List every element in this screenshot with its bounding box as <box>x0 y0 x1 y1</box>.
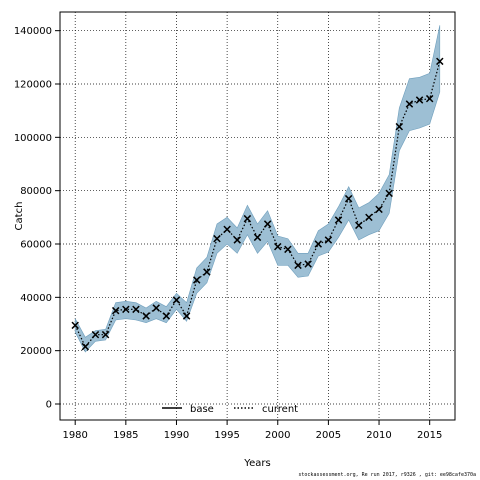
data-point <box>284 245 292 254</box>
data-point <box>365 213 373 222</box>
x-tick-label: 1980 <box>62 430 87 441</box>
x-tick-label: 2000 <box>265 430 290 441</box>
data-point <box>425 94 434 103</box>
x-tick-label: 2005 <box>316 430 341 441</box>
data-point <box>304 260 312 268</box>
data-point <box>81 342 90 351</box>
data-point <box>436 57 444 66</box>
y-tick-label: 20000 <box>20 346 52 357</box>
confidence-band <box>74 25 441 353</box>
data-points <box>71 57 444 351</box>
x-axis-title: Years <box>243 458 270 469</box>
data-point <box>344 194 353 203</box>
data-point <box>162 312 171 320</box>
data-point <box>415 96 424 104</box>
data-point <box>172 296 181 304</box>
data-point <box>385 189 393 198</box>
legend-label-base: base <box>190 404 214 415</box>
data-point <box>213 234 221 243</box>
footer-note: stockassessment.org, Re run 2017, r9326 … <box>298 472 476 478</box>
data-point <box>122 305 130 314</box>
y-tick-label: 60000 <box>20 240 52 251</box>
data-point <box>203 268 211 276</box>
x-tick-label: 2015 <box>417 430 442 441</box>
y-axis-ticks: 0 20000 40000 60000 80000 100000 120000 140000 <box>14 26 60 411</box>
data-point <box>253 233 262 242</box>
data-point <box>355 221 363 230</box>
y-tick-label: 40000 <box>20 293 52 304</box>
x-tick-label: 2010 <box>366 430 391 441</box>
data-point <box>111 306 120 315</box>
x-tick-label: 1990 <box>164 430 189 441</box>
x-tick-label: 1985 <box>113 430 138 441</box>
x-tick-label: 1995 <box>214 430 239 441</box>
y-axis-title: Catch <box>14 202 25 231</box>
plot-frame <box>59 11 456 421</box>
data-point <box>233 236 241 244</box>
x-axis-ticks: 1980 1985 1990 1995 2000 2005 2010 2015 <box>62 420 442 441</box>
data-point <box>395 122 404 131</box>
y-tick-label: 100000 <box>14 133 52 144</box>
data-point <box>132 305 140 314</box>
y-tick-label: 80000 <box>20 186 52 197</box>
y-tick-label: 140000 <box>14 26 52 37</box>
data-point <box>405 100 414 108</box>
legend: base current <box>162 404 298 415</box>
data-point <box>314 240 322 248</box>
y-tick-label: 0 <box>46 400 52 411</box>
data-point <box>101 330 110 339</box>
data-point <box>243 214 252 223</box>
data-point <box>324 236 333 244</box>
data-point <box>193 276 201 284</box>
data-point <box>182 312 191 320</box>
data-point <box>152 304 160 312</box>
grid-lines <box>60 12 455 420</box>
data-point <box>263 220 272 228</box>
data-point <box>334 216 343 224</box>
data-point <box>223 225 231 234</box>
data-point <box>274 242 282 251</box>
data-point <box>294 261 302 270</box>
legend-label-current: current <box>262 404 298 415</box>
data-point <box>71 321 79 330</box>
data-point <box>91 330 100 339</box>
data-point <box>375 205 383 214</box>
data-point <box>142 312 150 320</box>
y-tick-label: 120000 <box>14 80 52 91</box>
